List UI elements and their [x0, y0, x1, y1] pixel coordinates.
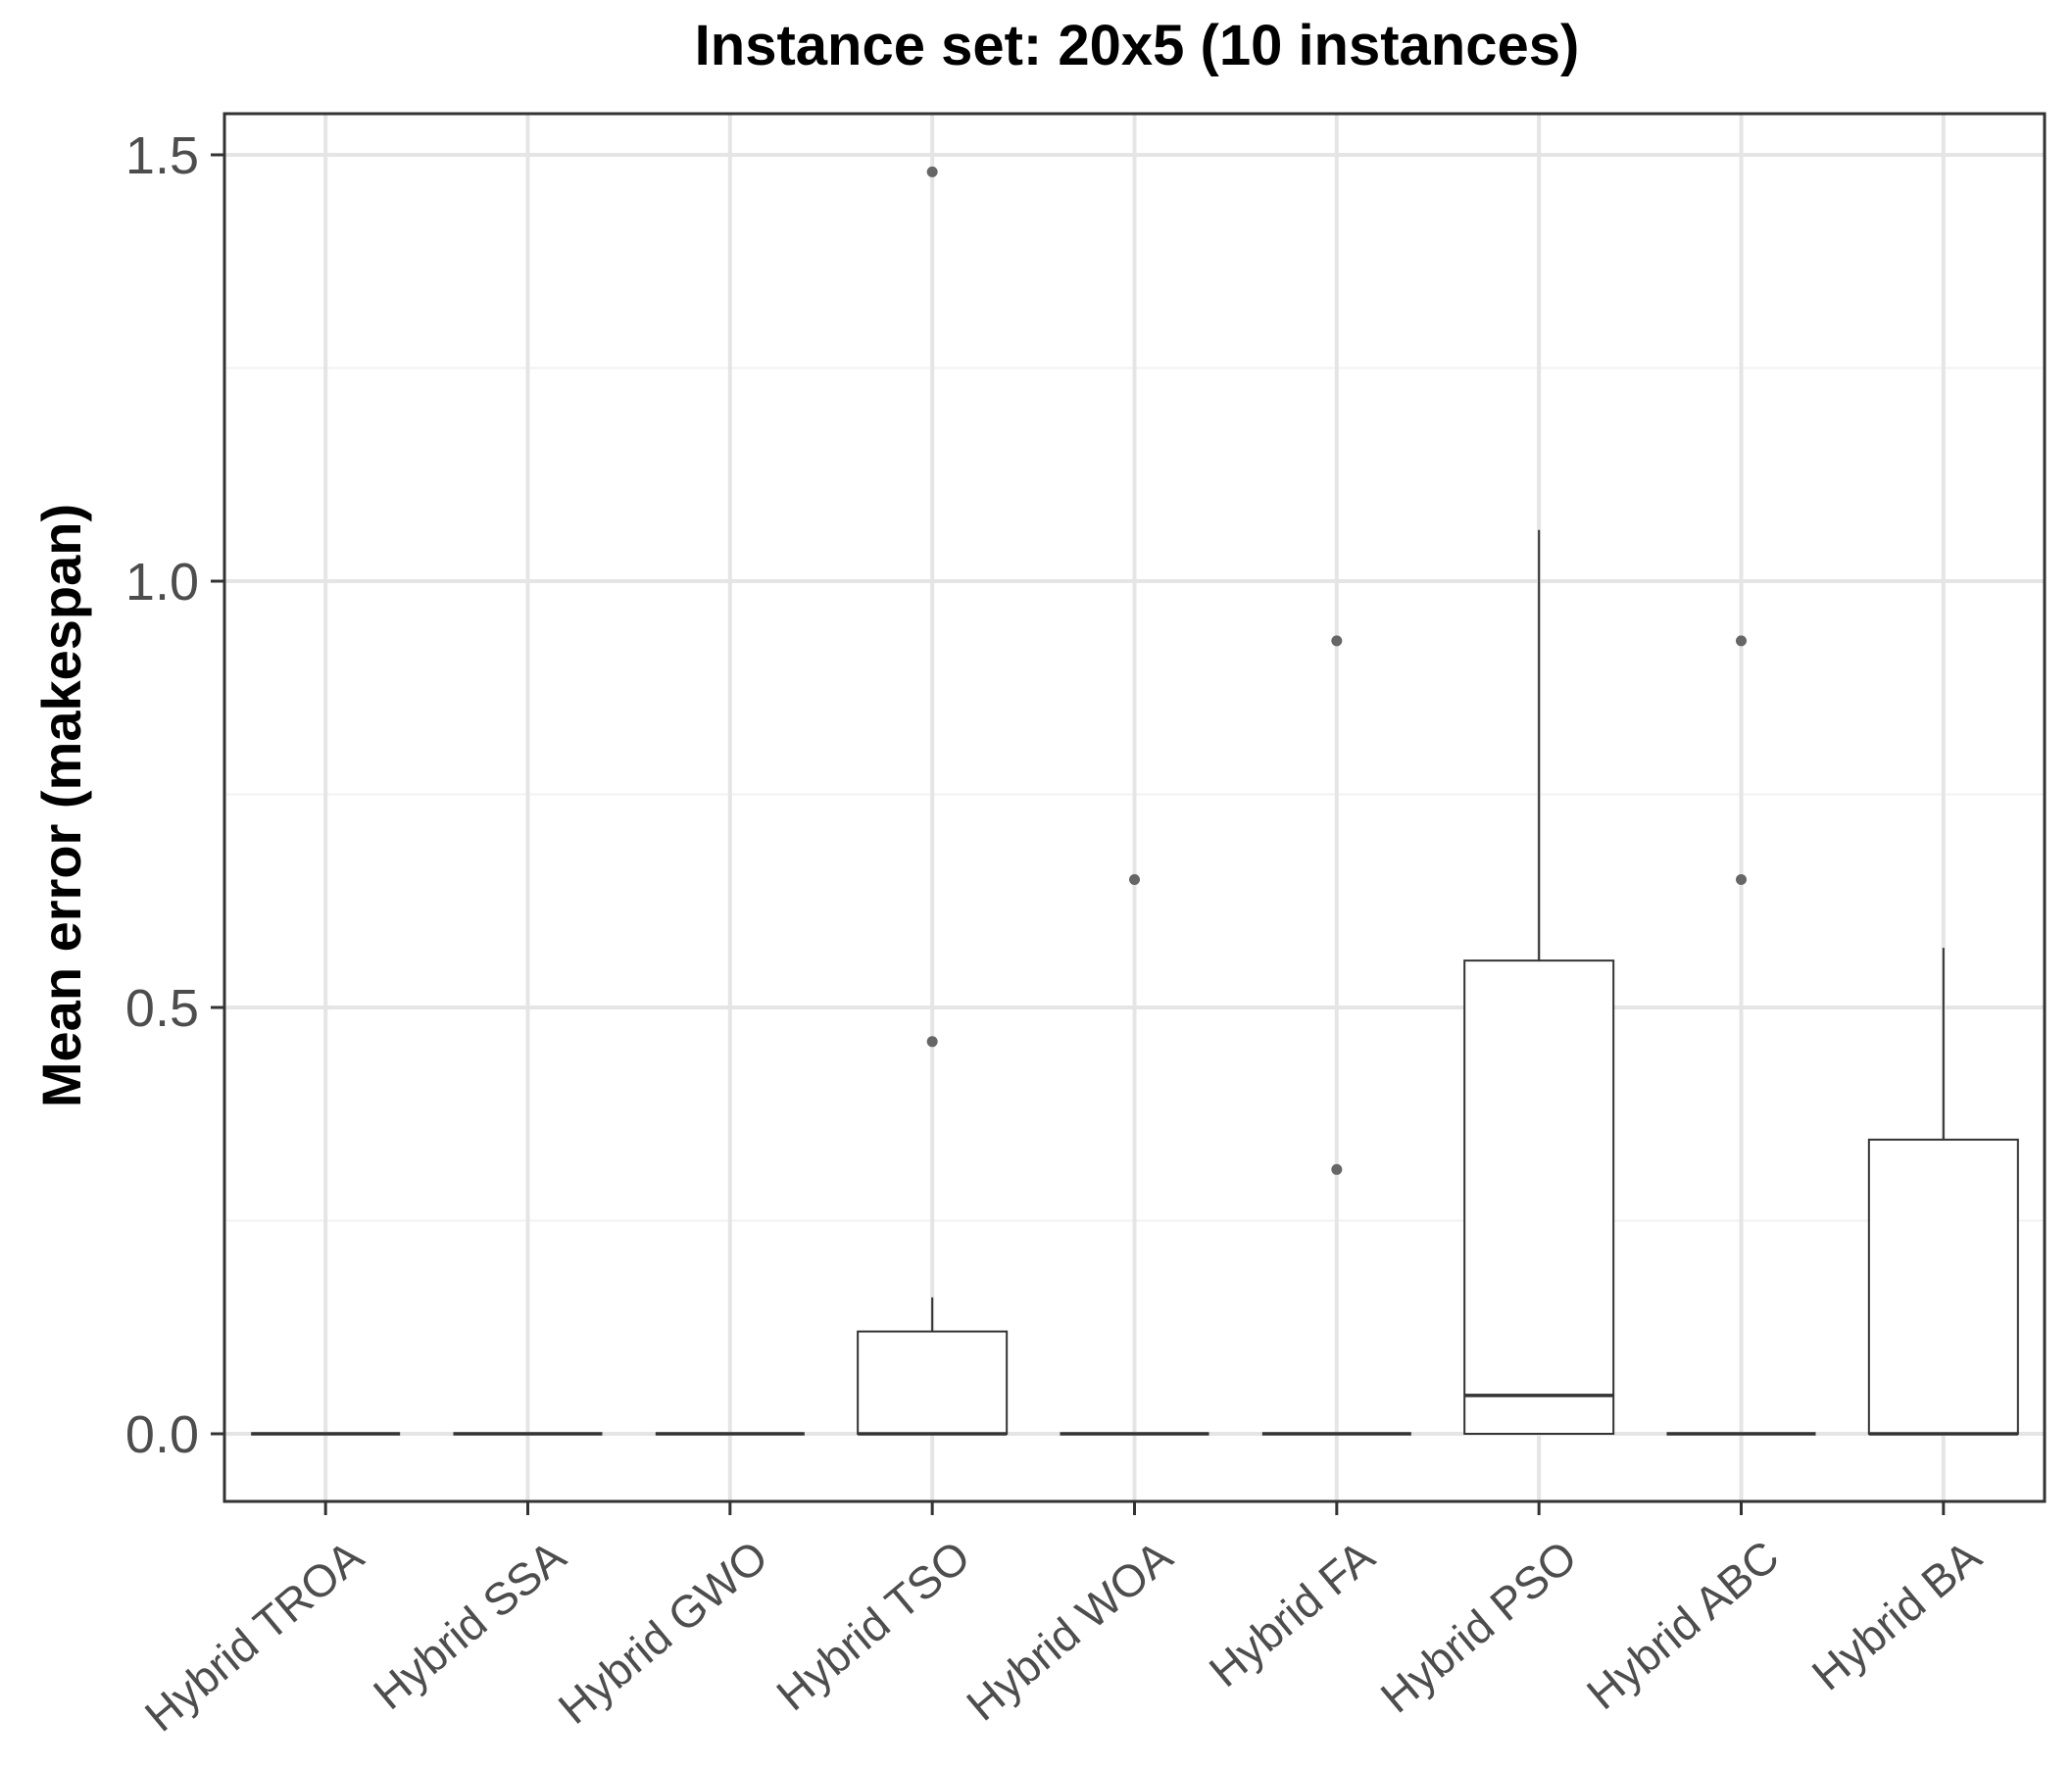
- box-iqr: [1463, 959, 1615, 1436]
- outlier-point: [926, 1036, 938, 1048]
- box-layer: [251, 166, 2019, 1436]
- y-tick-label: 1.0: [125, 553, 199, 612]
- box-hybrid-pso: [1463, 529, 1615, 1436]
- x-tick-label: Hybrid SSA: [364, 1530, 575, 1719]
- grid-layer: [224, 114, 2045, 1501]
- x-tick-label: Hybrid PSO: [1371, 1531, 1586, 1723]
- outlier-point: [1129, 874, 1140, 885]
- box-hybrid-tso: [857, 166, 1009, 1436]
- outlier-point: [1331, 1163, 1343, 1175]
- y-tick-label: 0.5: [125, 979, 199, 1038]
- x-tick-label: Hybrid TROA: [135, 1530, 373, 1741]
- box-hybrid-fa: [1261, 635, 1411, 1436]
- chart-title: Instance set: 20x5 (10 instances): [695, 14, 1580, 77]
- outlier-point: [1736, 635, 1747, 647]
- x-tick-label: Hybrid FA: [1200, 1530, 1384, 1696]
- box-hybrid-abc: [1666, 635, 1816, 1436]
- box-hybrid-woa: [1060, 874, 1209, 1436]
- x-tick-label: Hybrid TSO: [766, 1531, 979, 1721]
- box-hybrid-ba: [1867, 948, 2019, 1436]
- outlier-point: [926, 166, 938, 177]
- y-tick-label: 0.0: [125, 1405, 199, 1464]
- x-tick-label: Hybrid WOA: [957, 1530, 1181, 1730]
- outlier-point: [1736, 874, 1747, 885]
- y-tick-label: 1.5: [125, 126, 199, 185]
- y-axis-title: Mean error (makespan): [30, 504, 92, 1107]
- x-tick-label: Hybrid BA: [1802, 1530, 1991, 1699]
- x-tick-label: Hybrid ABC: [1577, 1531, 1789, 1720]
- x-tick-label: Hybrid GWO: [549, 1531, 777, 1734]
- outlier-point: [1331, 635, 1343, 647]
- box-iqr: [1867, 1138, 2019, 1435]
- box-iqr: [857, 1330, 1009, 1435]
